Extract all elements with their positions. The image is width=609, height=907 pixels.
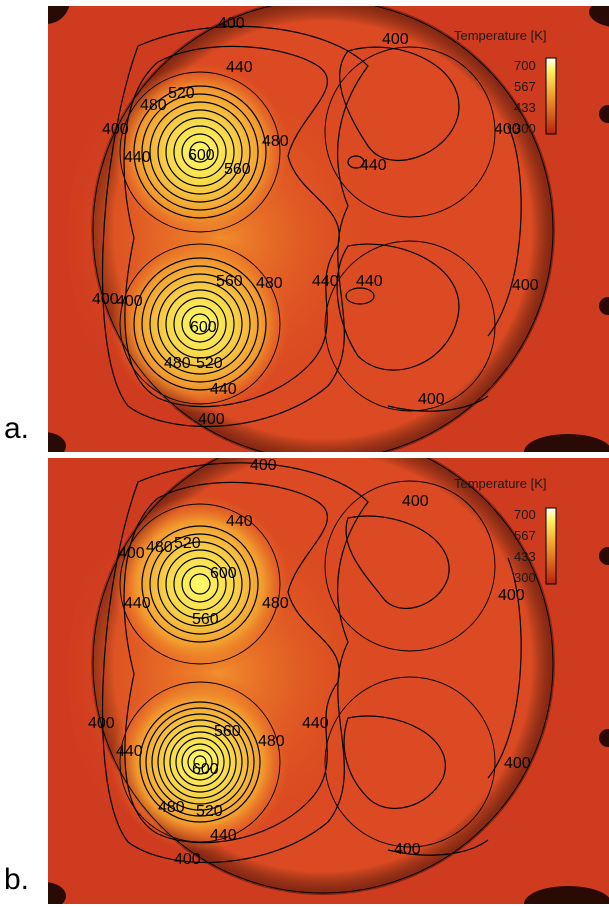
legend-b: Temperature [K] 700 567 433 300 [454, 476, 557, 585]
contour-label: 480 [256, 275, 283, 292]
legend-tick: 433 [514, 549, 536, 564]
contour-label: 400 [174, 851, 201, 868]
contour-label: 600 [190, 319, 217, 336]
legend-title: Temperature [K] [454, 476, 547, 491]
contour-label: 400 [512, 277, 539, 294]
panel-letter-b: b. [4, 863, 30, 896]
contour-label: 440 [116, 743, 143, 760]
contour-label: 440 [356, 273, 383, 290]
legend-a: Temperature [K] 700 567 433 300 [454, 28, 557, 136]
legend-tick: 433 [514, 100, 536, 115]
contour-label: 480 [158, 799, 185, 816]
panel-letter-a: a. [4, 412, 30, 445]
temperature-field-b: Temperature [K] 700 567 433 300 400 400 … [48, 458, 609, 904]
contour-label: 400 [402, 493, 429, 510]
hot-spot-isolines-top [133, 85, 267, 219]
contour-label: 520 [174, 535, 201, 552]
contour-label: 400 [118, 545, 145, 562]
panel-a: Temperature [K] 700 567 433 300 400 400 … [48, 6, 609, 452]
hot-spot-isolines-bottom [133, 257, 267, 391]
contour-label: 400 [116, 293, 143, 310]
contour-label: 440 [210, 827, 237, 844]
contour-label: 440 [124, 149, 151, 166]
contour-label: 440 [302, 715, 329, 732]
contour-label: 400 [250, 458, 277, 474]
contour-label: 440 [312, 273, 339, 290]
panel-b: Temperature [K] 700 567 433 300 400 400 … [48, 458, 609, 904]
legend-tick: 567 [514, 79, 536, 94]
contour-label: 400 [494, 121, 521, 138]
contour-labels-b: 400 400 440 400 480 520 600 440 480 560 … [88, 458, 531, 868]
contour-label: 400 [218, 15, 245, 32]
contour-label: 440 [360, 157, 387, 174]
contour-label: 440 [226, 513, 253, 530]
contour-label: 400 [394, 841, 421, 858]
contour-label: 480 [262, 133, 289, 150]
contour-label: 560 [224, 161, 251, 178]
contour-label: 400 [92, 291, 119, 308]
contour-label: 400 [498, 587, 525, 604]
contour-label: 480 [262, 595, 289, 612]
contour-label: 440 [226, 59, 253, 76]
legend-tick: 700 [514, 507, 536, 522]
hot-spot-isolines-top [141, 525, 259, 643]
contour-label: 480 [258, 733, 285, 750]
legend-tick: 567 [514, 528, 536, 543]
contour-label: 520 [168, 85, 195, 102]
contour-label: 400 [382, 31, 409, 48]
contour-label: 600 [188, 147, 215, 164]
contour-label: 520 [196, 355, 223, 372]
contour-label: 520 [196, 803, 223, 820]
contour-label: 400 [418, 391, 445, 408]
legend-tick: 700 [514, 58, 536, 73]
legend-tick: 300 [514, 570, 536, 585]
contour-label: 400 [198, 411, 225, 428]
contour-label: 560 [192, 611, 219, 628]
hot-spot-isolines-bottom [139, 701, 261, 823]
contour-label: 440 [210, 381, 237, 398]
contour-label: 400 [504, 755, 531, 772]
contour-label: 480 [164, 355, 191, 372]
contour-label: 400 [88, 715, 115, 732]
contour-label: 600 [192, 761, 219, 778]
contour-labels-a: 400 400 440 480 520 400 440 600 560 480 … [92, 15, 539, 428]
contour-label: 440 [124, 595, 151, 612]
contour-label: 560 [216, 273, 243, 290]
contour-label: 480 [146, 539, 173, 556]
legend-tick: 300 [514, 121, 536, 136]
contour-label: 400 [102, 121, 129, 138]
temperature-field-a: Temperature [K] 700 567 433 300 400 400 … [48, 6, 609, 452]
contour-label: 560 [214, 723, 241, 740]
contour-label: 600 [210, 565, 237, 582]
contour-label: 480 [140, 97, 167, 114]
legend-title: Temperature [K] [454, 28, 547, 43]
